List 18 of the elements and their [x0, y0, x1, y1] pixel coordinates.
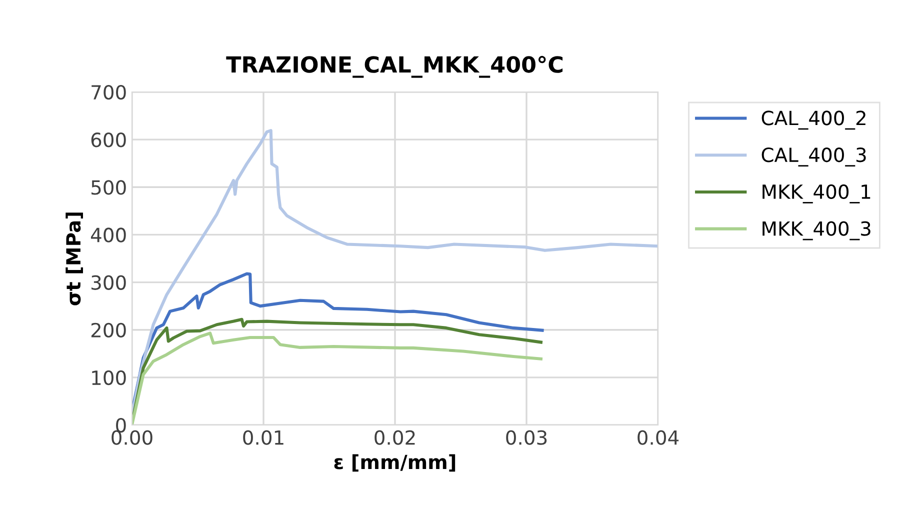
x-axis-title: ε [mm/mm]	[334, 454, 456, 472]
legend-label: CAL_400_3	[762, 147, 866, 166]
legend-label: MKK_400_3	[762, 221, 870, 240]
legend-label: CAL_400_2	[762, 110, 866, 130]
y-tick-label: 600	[91, 132, 126, 148]
x-tick-label: 0.01	[243, 430, 284, 445]
y-tick-label: 400	[90, 228, 126, 242]
chart-title: TRAZIONE_CAL_MKK_400°C	[226, 56, 563, 78]
legend-label: MKK_400_1	[762, 184, 870, 204]
y-tick-label: 300	[92, 275, 126, 290]
y-axis-title: σt [MPa]	[66, 212, 83, 306]
x-tick-label: 0.04	[638, 430, 679, 445]
y-tick-label: 100	[92, 370, 126, 386]
x-tick-label: 0.02	[374, 430, 415, 445]
y-tick-label: 500	[92, 180, 126, 195]
y-tick-label: 700	[92, 84, 126, 100]
y-tick-label: 200	[91, 322, 126, 338]
x-tick-label: 0.03	[506, 430, 547, 445]
